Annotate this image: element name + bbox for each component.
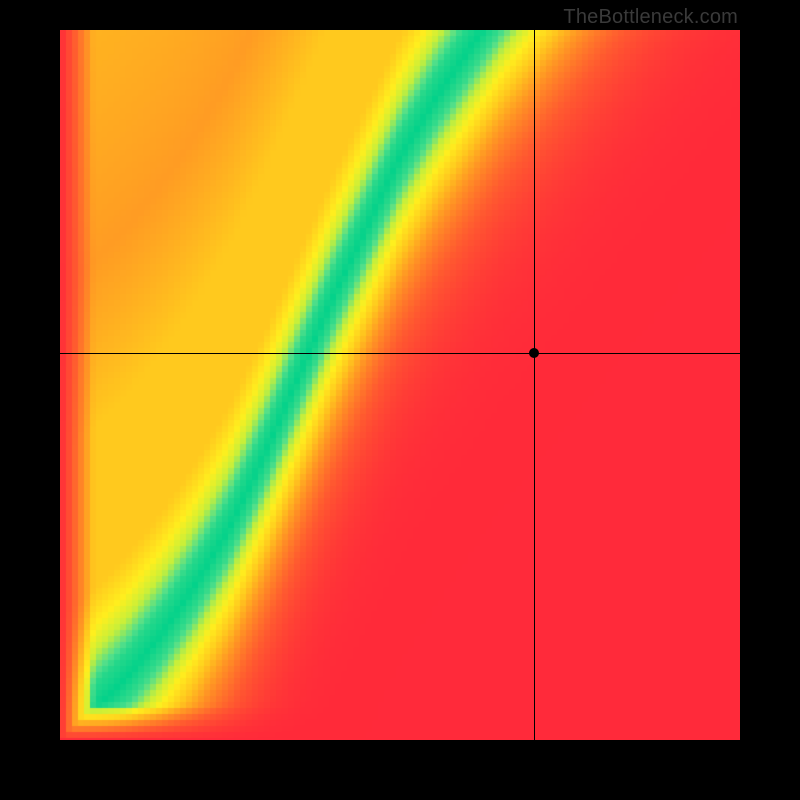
- heatmap-plot: [60, 30, 740, 740]
- crosshair-vertical: [534, 30, 535, 740]
- crosshair-horizontal: [60, 353, 740, 354]
- heatmap-canvas: [60, 30, 740, 740]
- crosshair-marker: [529, 348, 539, 358]
- watermark-text: TheBottleneck.com: [563, 6, 738, 29]
